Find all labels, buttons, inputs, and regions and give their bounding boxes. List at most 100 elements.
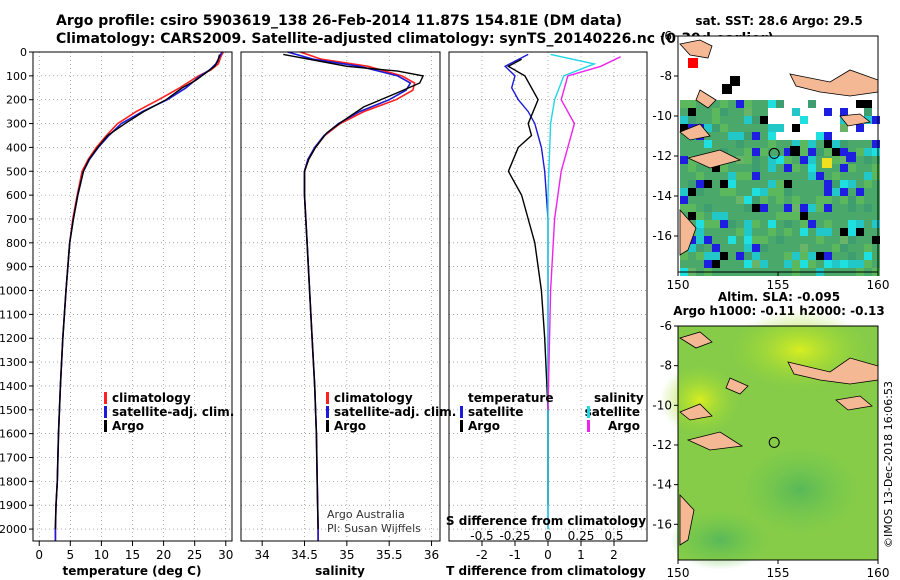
- sst-cell: [760, 180, 768, 188]
- sst-cell: [848, 212, 856, 220]
- sst-cell: [840, 156, 848, 164]
- sst-cell: [848, 204, 856, 212]
- sst-cell: [872, 220, 880, 228]
- sst-cell: [816, 148, 824, 156]
- temperature-x-label: temperature (deg C): [63, 564, 202, 578]
- sst-cell: [848, 260, 856, 268]
- sst-cell: [688, 252, 696, 260]
- sst-cell: [840, 172, 848, 180]
- sst-obs-square: [822, 158, 832, 168]
- sst-cell: [776, 252, 784, 260]
- sst-cell: [736, 100, 744, 108]
- salinity-plot-frame: [240, 51, 441, 542]
- sst-cell: [848, 228, 856, 236]
- sst-cell: [752, 228, 760, 236]
- sst-cell: [712, 260, 720, 268]
- sst-cell: [856, 260, 864, 268]
- y-tick-label: 300: [6, 118, 27, 131]
- sst-cell: [752, 172, 760, 180]
- sst-cell: [808, 140, 816, 148]
- sst-cell: [856, 220, 864, 228]
- sst-cell: [792, 156, 800, 164]
- sst-cell: [848, 188, 856, 196]
- sst-cell: [704, 252, 712, 260]
- sst-cell: [776, 244, 784, 252]
- y-tick-label: 1100: [0, 308, 27, 321]
- sst-cell: [720, 116, 728, 124]
- sst-cell: [728, 164, 736, 172]
- legend-label-argo: Argo: [334, 419, 366, 433]
- sst-cell: [680, 140, 688, 148]
- sst-cell: [824, 140, 832, 148]
- sst-cell: [824, 180, 832, 188]
- sst-cell: [704, 188, 712, 196]
- sst-cell: [704, 228, 712, 236]
- sst-cell: [688, 116, 696, 124]
- sst-cell: [728, 108, 736, 116]
- legend-swatch-satellite: [326, 406, 329, 418]
- sst-cell: [856, 204, 864, 212]
- sst-cell: [792, 140, 800, 148]
- sst-cell: [712, 108, 720, 116]
- sst-cell: [752, 140, 760, 148]
- sst-cell: [704, 196, 712, 204]
- sst-cell: [824, 244, 832, 252]
- sst-cell: [864, 220, 872, 228]
- sst-cell: [776, 156, 784, 164]
- sst-cell: [856, 188, 864, 196]
- sst-cell: [800, 220, 808, 228]
- sst-cell: [736, 172, 744, 180]
- sst-cell: [728, 140, 736, 148]
- sst-cell: [736, 148, 744, 156]
- sst-cell: [784, 244, 792, 252]
- sst-cell: [760, 204, 768, 212]
- sst-cell: [768, 164, 776, 172]
- sst-cell: [784, 180, 792, 188]
- sst-cell: [768, 204, 776, 212]
- sst-cell: [776, 172, 784, 180]
- sst-cell: [848, 140, 856, 148]
- sst-cell: [680, 116, 688, 124]
- sst-cell: [744, 212, 752, 220]
- sst-cell: [872, 156, 880, 164]
- sst-cell: [760, 212, 768, 220]
- sst-cell: [712, 196, 720, 204]
- y-tick-label: 1400: [0, 380, 27, 393]
- salinity-annotation-line-1: Argo Australia: [327, 508, 405, 521]
- sst-cell: [856, 212, 864, 220]
- sst-cell: [816, 180, 824, 188]
- sst-cell: [824, 220, 832, 228]
- x-tick-label: 15: [125, 548, 140, 562]
- sst-cell: [728, 180, 736, 188]
- sst-cell: [704, 236, 712, 244]
- sst-cell: [720, 252, 728, 260]
- map-x-tick-label: 150: [667, 278, 690, 292]
- sst-cell: [744, 108, 752, 116]
- x-tick-label: 10: [94, 548, 109, 562]
- legend-swatch-climatology: [326, 392, 329, 404]
- sst-cell: [736, 108, 744, 116]
- sst-cell: [832, 196, 840, 204]
- sst-cell: [824, 108, 832, 116]
- sst-cell: [696, 180, 704, 188]
- salinity-x-label: salinity: [315, 564, 365, 578]
- sst-cell: [856, 244, 864, 252]
- sst-cell: [776, 124, 784, 132]
- sst-cell: [768, 236, 776, 244]
- sst-cell: [688, 108, 696, 116]
- sst-cell: [776, 236, 784, 244]
- sst-cell: [688, 164, 696, 172]
- sst-cell: [728, 220, 736, 228]
- sst-cell: [760, 252, 768, 260]
- sst-cell: [856, 228, 864, 236]
- sst-cell: [736, 236, 744, 244]
- y-tick-label: 1200: [0, 332, 27, 345]
- sst-cell: [752, 108, 760, 116]
- sst-cell: [696, 116, 704, 124]
- series-line-argo: [283, 53, 425, 530]
- sst-cell: [864, 252, 872, 260]
- sst-cell: [704, 220, 712, 228]
- sst-cell: [736, 140, 744, 148]
- sst-cell: [712, 132, 720, 140]
- sst-cell: [816, 164, 824, 172]
